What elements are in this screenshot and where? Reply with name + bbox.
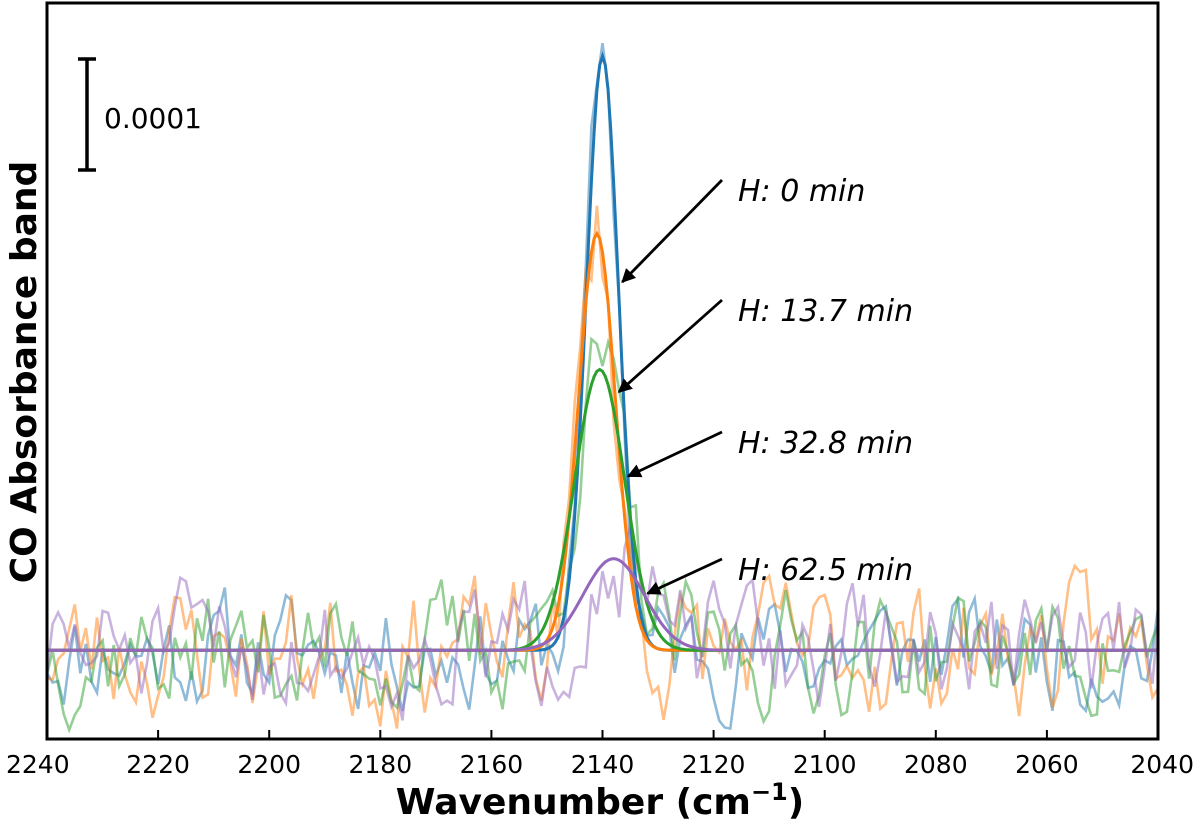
measured-spectrum-2 <box>45 336 1160 734</box>
annotation-arrow-0 <box>621 179 724 283</box>
x-axis-title: Wavenumber (cm−1) <box>396 778 804 823</box>
scale-bar-label: 0.0001 <box>104 102 202 135</box>
measured-spectrum-0 <box>45 43 1160 731</box>
gaussian-fit-3 <box>47 557 1158 652</box>
x-tick-label-6: 2120 <box>682 750 746 779</box>
x-tick-label-10: 2040 <box>1130 750 1194 779</box>
plot-area <box>45 43 1160 734</box>
x-tick-label-5: 2140 <box>571 750 635 779</box>
x-tick-label-1: 2220 <box>126 750 190 779</box>
annotation-arrow-2 <box>626 430 723 478</box>
scale-bar: 0.0001 <box>78 57 202 172</box>
x-tick-label-0: 2240 <box>6 750 70 779</box>
annotation-arrow-3 <box>646 557 723 595</box>
x-tick-label-7: 2100 <box>793 750 857 779</box>
x-tick-label-2: 2200 <box>237 750 301 779</box>
annotation-label-1: H: 13.7 min <box>738 294 913 329</box>
annotation-arrow-1 <box>617 298 723 393</box>
annotations: H: 0 min H: 13.7 min H: 32.8 min H: 62.5 mi… <box>617 174 913 595</box>
x-axis-title-superscript: −1 <box>751 778 788 806</box>
gaussian-fit-1 <box>47 230 1158 652</box>
x-tick-label-9: 2060 <box>1015 750 1079 779</box>
y-axis-title: CO Absorbance band <box>4 161 45 584</box>
annotation-label-3: H: 62.5 min <box>738 553 913 588</box>
x-tick-label-8: 2080 <box>904 750 968 779</box>
x-axis-title-text: Wavenumber (cm <box>396 782 751 823</box>
measured-spectrum-1 <box>46 205 1160 729</box>
x-tick-label-3: 2180 <box>348 750 412 779</box>
x-tick-label-4: 2160 <box>460 750 524 779</box>
annotation-label-2: H: 32.8 min <box>738 426 913 461</box>
x-axis-ticks: 2240 2220 2200 2180 2160 2140 2120 2100 2080 2060… <box>6 730 1194 779</box>
x-axis-title-close: ) <box>788 782 804 823</box>
annotation-label-0: H: 0 min <box>738 174 865 209</box>
measured-spectrum-3 <box>45 526 1160 721</box>
gaussian-fit-0 <box>47 51 1158 652</box>
